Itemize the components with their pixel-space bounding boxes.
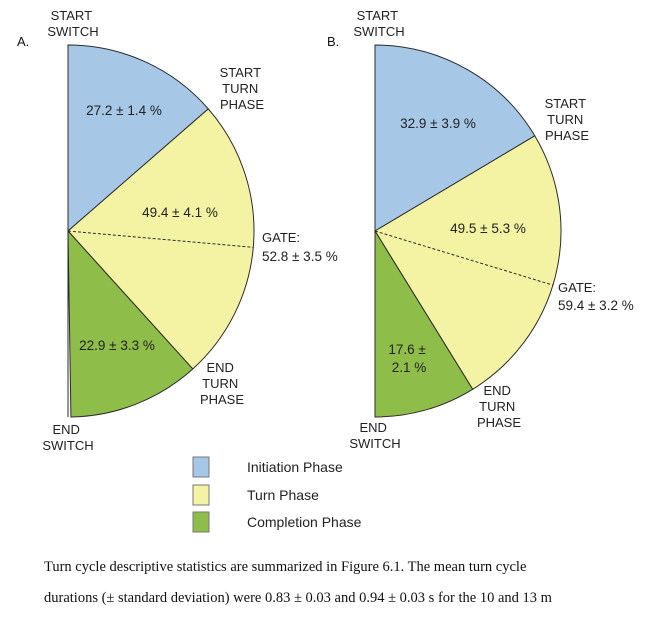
chart-a-gate-line (67, 230, 254, 248)
legend-swatch-completion (192, 511, 210, 533)
chart-a-slice-initiation (67, 44, 209, 233)
figure-canvas: A. B. START SWITCH START TURN PHASE GATE… (17, 8, 634, 533)
legend-label-completion: Completion Phase (247, 514, 362, 530)
chart-b-completion-value: 17.6 ± 2.1 % (388, 342, 429, 375)
chart-b-end-switch-label: END SWITCH (349, 420, 400, 451)
chart-b-slice-initiation (374, 44, 536, 232)
chart-a-end-switch-label: END SWITCH (42, 422, 93, 453)
legend-swatch-initiation (192, 456, 210, 478)
semicircle-chart-a (67, 44, 255, 418)
chart-b-gate-line (374, 230, 554, 286)
panel-label-b: B. (327, 34, 339, 49)
chart-b-turn-value: 49.5 ± 5.3 % (450, 221, 526, 236)
chart-a-gate-label: GATE: 52.8 ± 3.5 % (262, 230, 338, 264)
chart-a-slice-completion (67, 229, 194, 418)
legend: Initiation Phase Turn Phase Completion P… (192, 456, 362, 533)
legend-label-initiation: Initiation Phase (247, 459, 343, 475)
chart-b-slice-completion (374, 229, 474, 418)
caption: Turn cycle descriptive statistics are su… (44, 552, 644, 614)
chart-b-start-turn-phase-label: START TURN PHASE (545, 96, 590, 143)
caption-line-1: Turn cycle descriptive statistics are su… (44, 559, 527, 575)
chart-b-end-turn-phase-label: END TURN PHASE (477, 383, 521, 430)
chart-a-slice-turn (67, 108, 255, 370)
chart-b-start-switch-label: START SWITCH (353, 8, 404, 39)
chart-a-end-turn-phase-label: END TURN PHASE (200, 360, 244, 407)
panel-label-a: A. (17, 34, 29, 49)
chart-a-start-switch-label: START SWITCH (47, 8, 98, 39)
semicircle-chart-b (374, 44, 562, 418)
legend-label-turn: Turn Phase (247, 487, 319, 503)
chart-b-initiation-value: 32.9 ± 3.9 % (400, 116, 476, 131)
chart-b-gate-label: GATE: 59.4 ± 3.2 % (558, 280, 634, 313)
chart-a-initiation-value: 27.2 ± 1.4 % (86, 103, 162, 118)
chart-b-slice-turn (374, 135, 562, 390)
chart-a-turn-value: 49.4 ± 4.1 % (142, 205, 218, 220)
chart-a-start-turn-phase-label: START TURN PHASE (220, 65, 265, 112)
legend-swatch-turn (192, 484, 210, 506)
caption-line-2: durations (± standard deviation) were 0.… (44, 590, 552, 606)
chart-a-completion-value: 22.9 ± 3.3 % (79, 338, 155, 353)
